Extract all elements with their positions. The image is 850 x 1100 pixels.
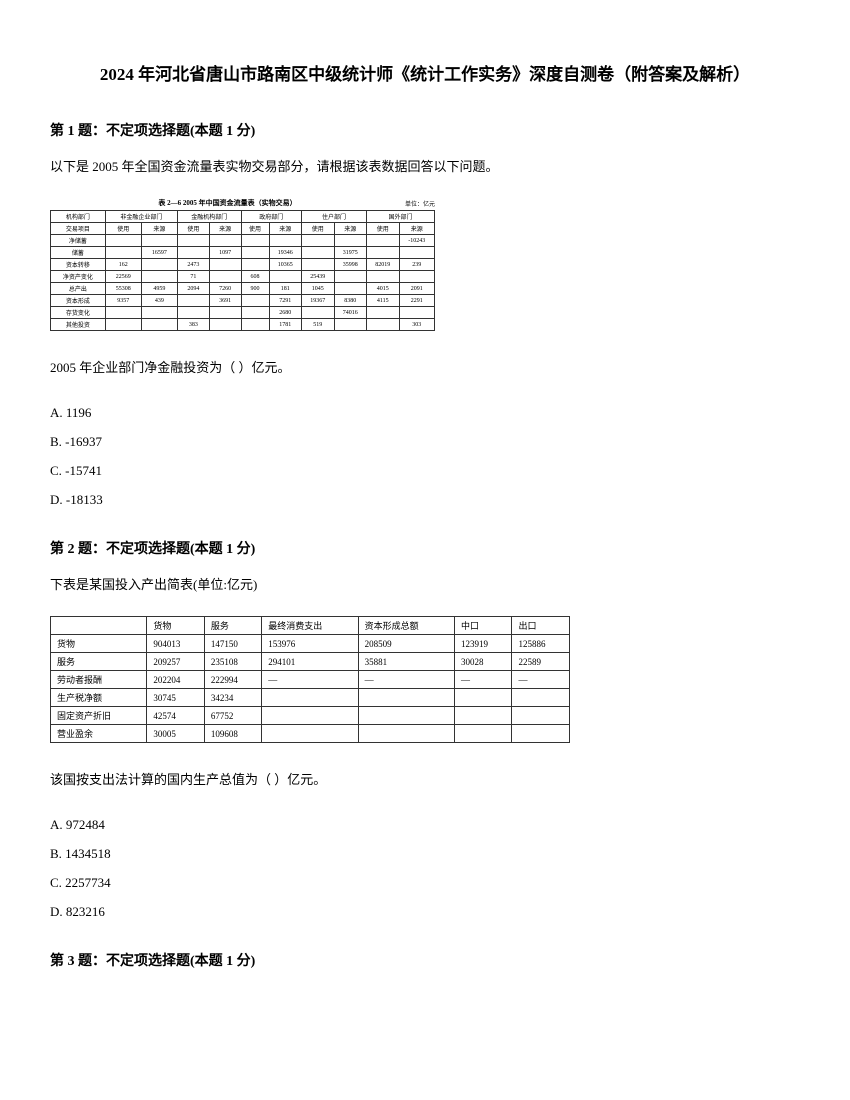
q1-header: 第 1 题：不定项选择题(本题 1 分) [50, 120, 800, 140]
th: 来源 [141, 223, 177, 235]
q2-options: A. 972484 B. 1434518 C. 2257734 D. 82321… [50, 812, 800, 925]
th: 资本形成总额 [358, 617, 454, 635]
option-c: C. 2257734 [50, 870, 800, 896]
th: 来源 [269, 223, 301, 235]
q1-text: 以下是 2005 年全国资金流量表实物交易部分，请根据该表数据回答以下问题。 [50, 155, 800, 178]
q2-table-container: 货物 服务 最终消费支出 资本形成总额 中口 出口 货物904013147150… [50, 616, 800, 743]
th: 中口 [454, 617, 511, 635]
option-a: A. 972484 [50, 812, 800, 838]
th: 政府部门 [241, 211, 302, 223]
th: 货物 [147, 617, 204, 635]
th: 使用 [105, 223, 141, 235]
th: 使用 [178, 223, 210, 235]
option-c: C. -15741 [50, 458, 800, 484]
th: 住户部门 [302, 211, 367, 223]
th: 最终消费支出 [262, 617, 358, 635]
th [51, 617, 147, 635]
document-title: 2024 年河北省唐山市路南区中级统计师《统计工作实务》深度自测卷（附答案及解析… [50, 60, 800, 85]
q3-header: 第 3 题：不定项选择题(本题 1 分) [50, 950, 800, 970]
q1-table-unit: 单位：亿元 [405, 199, 435, 208]
q2-text: 下表是某国投入产出简表(单位:亿元) [50, 573, 800, 596]
th: 出口 [512, 617, 570, 635]
q1-options: A. 1196 B. -16937 C. -15741 D. -18133 [50, 400, 800, 513]
th: 来源 [399, 223, 435, 235]
th: 服务 [204, 617, 261, 635]
q2-table: 货物 服务 最终消费支出 资本形成总额 中口 出口 货物904013147150… [50, 616, 570, 743]
q1-table-title: 表 2—6 2005 年中国资金流量表（实物交易） [158, 198, 296, 208]
q2-header: 第 2 题：不定项选择题(本题 1 分) [50, 538, 800, 558]
option-a: A. 1196 [50, 400, 800, 426]
th: 使用 [241, 223, 269, 235]
th: 非金融企业部门 [105, 211, 177, 223]
q1-subquestion: 2005 年企业部门净金融投资为（ ）亿元。 [50, 356, 800, 379]
option-b: B. 1434518 [50, 841, 800, 867]
option-b: B. -16937 [50, 429, 800, 455]
th: 交易项目 [51, 223, 106, 235]
th: 使用 [367, 223, 399, 235]
option-d: D. 823216 [50, 899, 800, 925]
th: 机构部门 [51, 211, 106, 223]
q1-table: 机构部门 非金融企业部门 金融机构部门 政府部门 住户部门 国外部门 交易项目 … [50, 210, 435, 331]
th: 金融机构部门 [178, 211, 242, 223]
th: 来源 [334, 223, 366, 235]
th: 国外部门 [367, 211, 435, 223]
q2-subquestion: 该国按支出法计算的国内生产总值为（ ）亿元。 [50, 768, 800, 791]
th: 来源 [209, 223, 241, 235]
q1-table-container: 表 2—6 2005 年中国资金流量表（实物交易） 单位：亿元 机构部门 非金融… [50, 198, 800, 331]
option-d: D. -18133 [50, 487, 800, 513]
th: 使用 [302, 223, 334, 235]
